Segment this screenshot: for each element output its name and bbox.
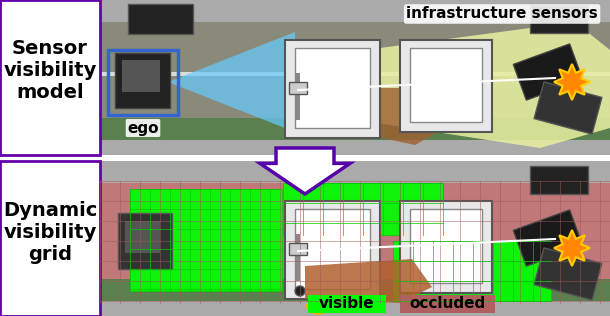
Bar [400,295,495,313]
Bar [289,82,307,94]
Bar [410,209,482,283]
Bar [295,48,370,128]
Bar [122,60,160,92]
Text: Sensor
visibility
model: Sensor visibility model [3,39,97,101]
Bar [393,241,551,301]
Bar [130,189,282,291]
Polygon shape [260,148,350,194]
Bar [285,201,380,299]
Text: infrastructure sensors: infrastructure sensors [406,7,598,21]
Bar [100,161,610,183]
Bar [400,40,492,132]
Polygon shape [534,82,602,134]
Polygon shape [513,210,583,266]
Bar [100,118,610,143]
Polygon shape [534,248,602,300]
Bar [289,243,307,255]
Bar [100,301,610,316]
Bar [296,234,300,281]
Bar [100,161,610,316]
Bar [115,53,170,108]
Bar [400,201,492,293]
Text: visible: visible [319,296,375,312]
Polygon shape [305,88,445,145]
Bar [108,50,178,115]
Circle shape [295,286,305,296]
Polygon shape [554,230,590,266]
Text: ego: ego [127,120,159,136]
Polygon shape [118,213,172,269]
Bar [410,48,482,122]
Bar [128,4,193,34]
Bar [308,295,386,313]
Bar [100,140,610,155]
Bar [100,0,610,155]
Bar [285,40,380,138]
Bar [125,221,160,253]
Bar [295,209,370,289]
Bar [283,183,443,235]
Polygon shape [305,259,432,303]
Polygon shape [168,32,295,132]
Polygon shape [513,44,583,100]
Polygon shape [554,64,590,100]
Bar [100,72,610,76]
Text: occluded: occluded [409,296,485,312]
Bar [100,279,610,304]
Bar [0,161,100,316]
Text: Dynamic
visibility
grid: Dynamic visibility grid [3,202,97,264]
Bar [530,166,588,194]
Bar [0,0,100,155]
Bar [100,0,610,22]
Bar [530,5,588,33]
Bar [296,73,300,120]
Polygon shape [305,22,610,148]
